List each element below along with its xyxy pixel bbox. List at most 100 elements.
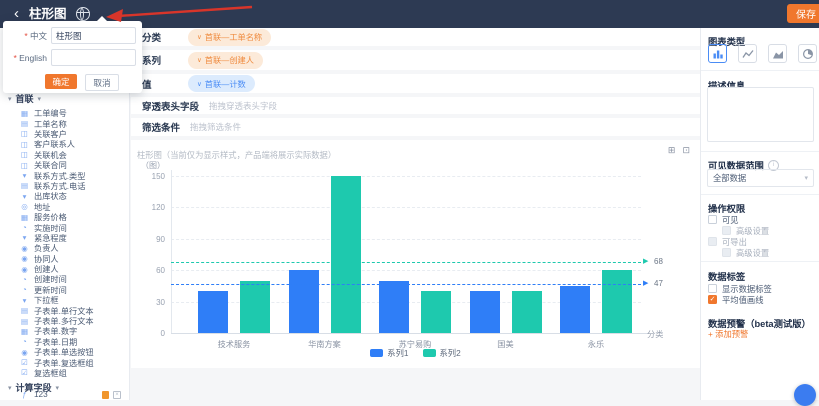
checkbox[interactable] <box>708 284 717 293</box>
sidebar-field-item[interactable]: ◉ 创建人 <box>0 264 129 275</box>
dataset-section-header[interactable]: ▾ 首联 ▾ <box>0 88 129 108</box>
sidebar-field-label: 联系方式.类型 <box>34 171 86 181</box>
checkbox-field-icon: ☑ <box>21 368 28 378</box>
pie-chart-icon <box>802 48 813 59</box>
gridline <box>171 270 641 272</box>
text-field-icon: ▤ <box>20 181 29 191</box>
sidebar-field-item[interactable]: ▤ 工单名称 <box>0 118 129 129</box>
checkbox[interactable] <box>722 248 731 257</box>
export-image-icon[interactable]: ⊞ <box>667 145 676 155</box>
fullscreen-icon[interactable]: ⊡ <box>682 145 690 155</box>
bar-系列2-苏宁易购 <box>421 291 451 333</box>
gridline <box>171 207 641 209</box>
translate-icon[interactable] <box>75 7 90 21</box>
data-label-item: ✓ 平均值画线 <box>708 294 819 305</box>
sidebar-field-item[interactable]: ▤ 联系方式.电话 <box>0 181 129 191</box>
visible-range-select[interactable]: 全部数据 ▾ <box>707 169 814 187</box>
sidebar-field-item[interactable]: ◔ 更新时间 <box>0 285 129 295</box>
series-row: 系列 ∨ 首联—创建人 <box>131 50 700 70</box>
chat-bubble[interactable] <box>794 384 816 406</box>
english-name-input[interactable] <box>51 49 136 66</box>
radio-field-icon: ◉ <box>21 347 28 357</box>
sidebar-field-item[interactable]: ◫ 关联客户 <box>0 129 129 139</box>
sidebar-field-item[interactable]: ☑ 复选框组 <box>0 368 129 378</box>
x-tick-label: 华南方案 <box>308 340 341 349</box>
calc-field-item[interactable]: ƒ 123 × <box>0 390 129 399</box>
permission-item: 高级设置 <box>722 247 819 258</box>
legend-item-系列1[interactable]: 系列1 <box>370 347 409 359</box>
sidebar-field-item[interactable]: ◉ 协同人 <box>0 253 129 264</box>
x-tick-label: 国美 <box>497 340 514 349</box>
text-field-icon: ▤ <box>20 306 29 316</box>
add-alert-link[interactable]: + 添加预警 <box>708 329 749 339</box>
legend-item-系列2[interactable]: 系列2 <box>422 347 461 359</box>
edit-icon[interactable] <box>102 390 109 399</box>
sidebar-field-item[interactable]: ▤ 子表单.多行文本 <box>0 316 129 327</box>
calc-section-header[interactable]: ▾ 计算字段 ▾ <box>0 377 129 397</box>
chart-type-area-button[interactable] <box>768 44 787 63</box>
checkbox[interactable]: ✓ <box>708 295 717 304</box>
legend-label: 系列2 <box>439 348 461 358</box>
average-marker-line <box>171 261 641 263</box>
sidebar-field-item[interactable]: ◔ 创建时间 <box>0 274 129 285</box>
save-button[interactable]: 保存 <box>787 4 819 23</box>
chevron-down-icon: ▾ <box>37 95 42 103</box>
line-chart-icon <box>741 49 754 58</box>
sidebar-field-item[interactable]: ▦ 服务价格 <box>0 212 129 223</box>
sidebar-field-label: 子表单.单行文本 <box>34 306 94 316</box>
visible-range-title: 可见数据范围 i <box>701 158 819 172</box>
checkbox[interactable] <box>722 226 731 235</box>
time-field-icon: ◔ <box>22 274 27 284</box>
sidebar-field-item[interactable]: ▾ 紧急程度 <box>0 233 129 243</box>
checkbox-label: 可见 <box>722 214 739 225</box>
x-axis-line <box>171 333 649 334</box>
sidebar-field-item[interactable]: ◫ 客户联系人 <box>0 139 129 150</box>
sidebar-field-item[interactable]: ▦ 工单编号 <box>0 108 129 119</box>
chart-type-bar-button[interactable] <box>708 44 727 63</box>
sidebar-field-item[interactable]: ◔ 实施时间 <box>0 222 129 233</box>
calc-section-title: 计算字段 <box>15 383 52 393</box>
drill-header-dropzone[interactable]: 拖拽穿透表头字段 <box>209 100 278 111</box>
series-field-tag[interactable]: ∨ 首联—创建人 <box>188 51 263 69</box>
sidebar-field-item[interactable]: ☑ 子表单.复选框组 <box>0 357 129 368</box>
chart-note: 柱形图（当前仅为显示样式，产品端将展示实际数据） <box>137 150 337 160</box>
checkbox-label: 高级设置 <box>736 225 770 236</box>
sidebar-field-label: 工单名称 <box>34 119 67 129</box>
checkbox[interactable] <box>708 215 717 224</box>
cancel-button[interactable]: 取消 <box>85 74 119 91</box>
chart-type-pie-button[interactable] <box>798 44 817 63</box>
chart-type-line-button[interactable] <box>738 44 757 63</box>
sidebar-field-item[interactable]: ◉ 子表单.单选按钮 <box>0 347 129 358</box>
confirm-button[interactable]: 确定 <box>45 74 77 89</box>
sidebar-field-item[interactable]: ◉ 负责人 <box>0 243 129 254</box>
value-label: 值 <box>142 79 152 91</box>
sidebar-field-item[interactable]: ▾ 出库状态 <box>0 191 129 202</box>
value-field-tag[interactable]: ∨ 首联—计数 <box>188 75 255 92</box>
info-icon[interactable]: i <box>767 159 779 171</box>
sidebar-field-item[interactable]: ◫ 关联合同 <box>0 160 129 171</box>
delete-icon[interactable]: × <box>113 390 121 399</box>
sidebar-field-item[interactable]: ▤ 子表单.单行文本 <box>0 305 129 316</box>
category-field-tag[interactable]: ∨ 首联—工单名称 <box>188 28 272 46</box>
sidebar-field-label: 创建时间 <box>34 275 67 285</box>
drill-header-label: 穿透表头字段 <box>142 101 200 113</box>
filter-dropzone[interactable]: 拖拽筛选条件 <box>190 122 242 132</box>
sidebar-field-label: 创建人 <box>34 265 59 275</box>
sidebar-field-item[interactable]: ▦ 子表单.数字 <box>0 326 129 337</box>
checkbox[interactable] <box>708 237 717 246</box>
sidebar-field-item[interactable]: ▾ 下拉框 <box>0 295 129 306</box>
chevron-down-icon: ▾ <box>804 175 808 182</box>
chinese-name-input[interactable] <box>51 27 136 44</box>
sidebar-field-label: 下拉框 <box>34 296 59 306</box>
english-name-label: English <box>9 53 47 63</box>
sidebar-field-item[interactable]: ◫ 关联机会 <box>0 150 129 160</box>
chevron-down-icon: ▾ <box>8 384 12 392</box>
select-field-icon: ▾ <box>22 171 27 181</box>
x-tick-label: 苏宁易购 <box>398 340 432 349</box>
bar-系列1-苏宁易购 <box>379 280 409 333</box>
sidebar-field-item[interactable]: ▾ 联系方式.类型 <box>0 170 129 181</box>
back-button[interactable]: ‹ <box>14 5 19 22</box>
sidebar-field-item[interactable]: ◔ 子表单.日期 <box>0 337 129 347</box>
sidebar-field-item[interactable]: ◎ 地址 <box>0 202 129 212</box>
description-input[interactable] <box>707 87 814 142</box>
